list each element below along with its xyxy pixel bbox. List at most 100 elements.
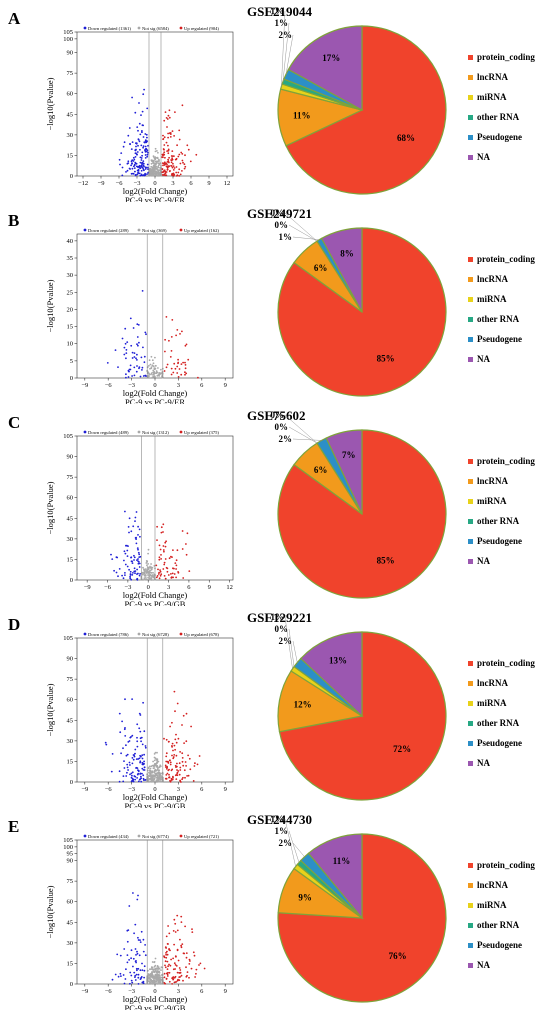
- down-point: [118, 568, 121, 570]
- up-point: [168, 773, 170, 776]
- x-tick-label: 6: [187, 584, 191, 591]
- dataset-title: GSE75602: [247, 408, 306, 423]
- down-point: [143, 165, 145, 168]
- legend-swatch: [468, 297, 473, 302]
- up-point: [160, 558, 163, 560]
- notsig-point: [155, 165, 158, 168]
- down-point: [118, 712, 121, 715]
- up-point: [173, 754, 176, 756]
- legend-marker: [137, 632, 141, 636]
- pie-chart: 85% 6% 0% 0% 1% 8%: [271, 208, 447, 397]
- legend-swatch: [468, 479, 473, 484]
- notsig-point: [158, 169, 161, 172]
- notsig-point: [144, 570, 147, 573]
- notsig-point: [152, 174, 155, 177]
- down-point: [146, 163, 149, 166]
- up-point: [161, 162, 164, 165]
- legend-marker: [137, 228, 141, 232]
- up-point: [173, 690, 176, 693]
- notsig-point: [148, 765, 151, 768]
- down-point: [134, 170, 136, 173]
- legend-label: Up regulated (721): [184, 834, 219, 839]
- pie-leader-line: [284, 212, 318, 242]
- down-point: [136, 336, 139, 338]
- down-point: [128, 531, 130, 534]
- up-point: [156, 539, 158, 541]
- down-point: [134, 111, 137, 114]
- down-point: [137, 936, 139, 939]
- up-point: [169, 356, 172, 358]
- x-tick-label: 3: [177, 382, 180, 389]
- up-point: [167, 574, 170, 576]
- up-point: [166, 950, 168, 953]
- down-point: [142, 938, 145, 941]
- down-point: [142, 145, 145, 148]
- y-tick-label: 15: [67, 960, 74, 967]
- notsig-point: [155, 371, 158, 373]
- y-tick-label: 60: [67, 899, 74, 906]
- down-point: [117, 975, 120, 978]
- down-point: [138, 727, 141, 730]
- pie-leader-line: [288, 628, 295, 667]
- up-point: [163, 563, 166, 566]
- down-point: [142, 146, 145, 149]
- down-point: [119, 972, 122, 975]
- legend-label: protein_coding: [477, 456, 535, 466]
- up-point: [166, 766, 169, 769]
- down-point: [144, 145, 147, 148]
- down-point: [141, 754, 144, 757]
- x-tick-label: 0: [147, 584, 150, 591]
- y-tick-label: 10: [67, 341, 74, 348]
- up-point: [171, 742, 174, 745]
- y-axis-label: −log10(Pvalue): [45, 279, 55, 332]
- down-point: [131, 96, 134, 99]
- down-point: [135, 142, 138, 145]
- notsig-point: [156, 772, 159, 774]
- legend-label: Not sig (6584): [142, 26, 169, 31]
- up-point: [186, 775, 189, 777]
- pie-slice-lncrna: [277, 670, 364, 733]
- down-point: [143, 355, 146, 358]
- up-point: [177, 362, 179, 365]
- up-point: [184, 776, 186, 779]
- up-point: [187, 148, 190, 151]
- up-point: [168, 971, 171, 974]
- x-tick-label: 6: [200, 988, 204, 995]
- comparison-subtitle: PC-9 vs PC-9/ER: [125, 397, 185, 404]
- notsig-point: [152, 362, 155, 365]
- up-point: [181, 159, 184, 162]
- up-point: [163, 955, 165, 957]
- up-point: [181, 752, 184, 755]
- up-point: [185, 712, 188, 715]
- y-axis-label: −log10(Pvalue): [45, 77, 55, 130]
- down-point: [130, 974, 133, 977]
- up-point: [174, 931, 177, 933]
- up-point: [192, 951, 195, 954]
- down-point: [132, 758, 135, 761]
- up-point: [166, 126, 168, 128]
- pie-percent-label: 0%: [271, 208, 285, 218]
- down-point: [130, 164, 133, 167]
- up-point: [170, 555, 172, 558]
- down-point: [133, 755, 136, 758]
- down-point: [139, 573, 142, 575]
- notsig-point: [157, 969, 159, 971]
- legend-label: other RNA: [477, 718, 520, 728]
- down-point: [144, 157, 147, 159]
- up-point: [180, 944, 183, 947]
- legend-swatch: [468, 55, 473, 60]
- up-point: [175, 576, 178, 579]
- up-point: [177, 770, 180, 772]
- down-point: [140, 755, 142, 758]
- notsig-point: [147, 571, 150, 574]
- down-point: [123, 767, 126, 769]
- pie-percent-label: 72%: [393, 744, 411, 754]
- legend-swatch: [468, 741, 473, 746]
- down-point: [111, 978, 114, 981]
- notsig-point: [150, 566, 153, 569]
- down-point: [135, 961, 138, 964]
- panel-e: E GSE244730 −9 −6 −3 0 3 6 9 0 15 30 45 60 75 90 95 100 10…: [0, 808, 550, 1010]
- down-point: [123, 550, 126, 553]
- down-point: [135, 370, 138, 373]
- down-point: [126, 341, 129, 343]
